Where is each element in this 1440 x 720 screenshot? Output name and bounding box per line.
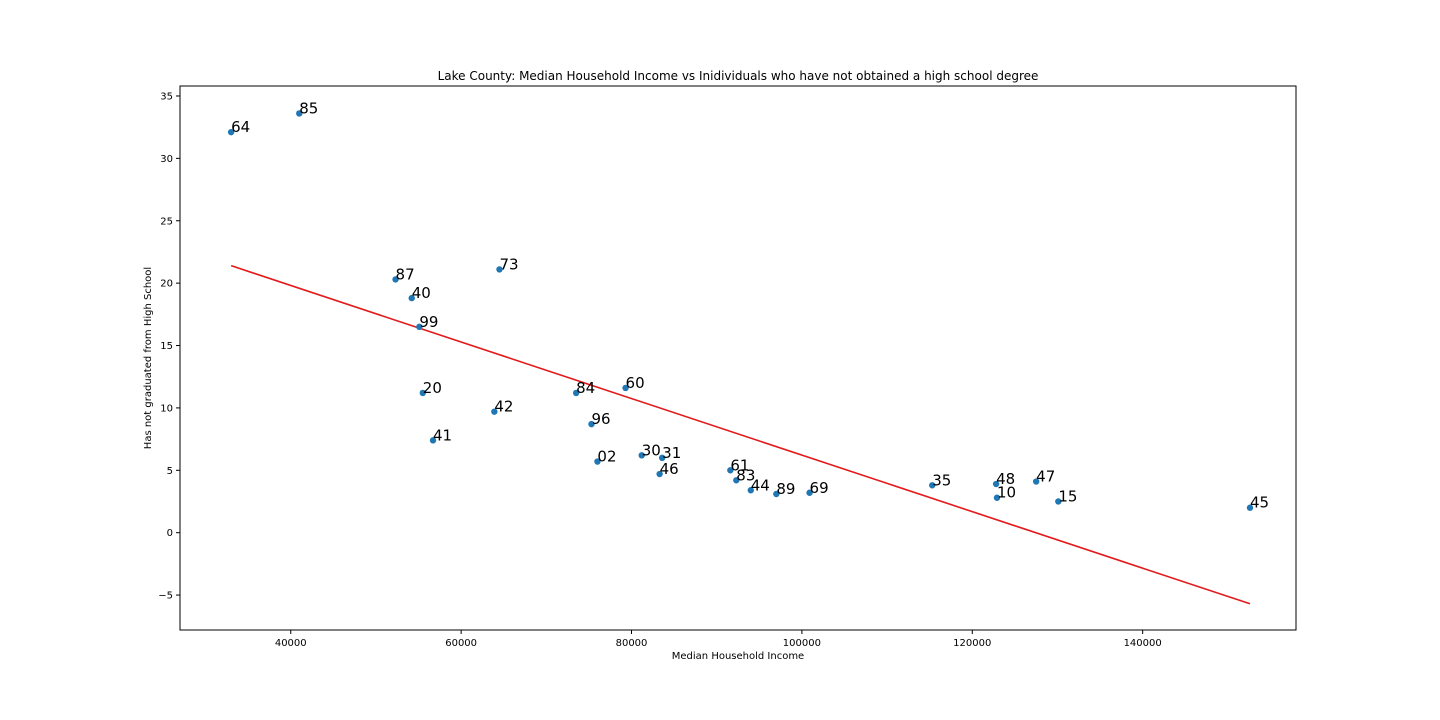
data-point (1032, 478, 1040, 485)
y-tick-label: 30 (160, 154, 173, 165)
data-point (496, 266, 503, 273)
data-point (622, 384, 629, 392)
point-label: 73 (499, 255, 518, 273)
x-axis-title: Median Household Income (672, 651, 804, 662)
x-tick-label: 100000 (783, 638, 821, 649)
point-label: 60 (626, 374, 645, 392)
data-point (929, 482, 936, 489)
point-label: 99 (419, 313, 438, 331)
regression-layer (230, 264, 1251, 605)
point-label: 96 (591, 410, 610, 428)
point-label: 15 (1058, 487, 1077, 505)
point-label: 87 (396, 265, 415, 283)
data-point (993, 494, 1001, 501)
regression-line (230, 264, 1251, 605)
y-tick-label: −5 (158, 591, 173, 602)
data-point (747, 487, 754, 494)
data-point (296, 110, 303, 117)
x-tick-label: 40000 (275, 638, 307, 649)
points-layer (227, 110, 1254, 511)
point-label: 61 (730, 456, 749, 474)
point-label: 42 (494, 398, 513, 416)
data-point (806, 489, 813, 496)
data-point (392, 276, 399, 283)
data-point (1055, 498, 1062, 505)
y-tick-label: 25 (160, 216, 173, 227)
y-tick-label: 15 (160, 341, 173, 352)
x-axis: 40000 60000 80000 100000 120000 140000 (275, 630, 1162, 649)
data-point (1246, 504, 1254, 511)
data-point (656, 470, 663, 478)
point-label: 46 (660, 460, 679, 478)
data-point (227, 128, 235, 136)
data-point (491, 408, 498, 415)
y-tick-label: 0 (167, 528, 173, 539)
point-label: 83 (736, 466, 755, 484)
plot-area (179, 85, 1297, 631)
point-label: 20 (423, 379, 442, 397)
data-point (727, 467, 734, 474)
y-tick-label: 10 (160, 403, 173, 414)
data-point (992, 480, 1000, 488)
point-label: 84 (576, 379, 595, 397)
x-tick-label: 60000 (445, 638, 477, 649)
point-label: 40 (412, 284, 431, 302)
x-tick-label: 140000 (1124, 638, 1162, 649)
data-point (416, 323, 423, 331)
point-label: 44 (751, 476, 770, 494)
point-label: 85 (299, 99, 318, 117)
point-label: 64 (231, 118, 250, 136)
point-label: 89 (776, 480, 795, 498)
point-label: 35 (932, 471, 951, 489)
y-tick-label: 20 (160, 279, 173, 290)
y-axis: −5 0 5 10 15 20 25 30 35 (158, 91, 180, 602)
data-point (733, 477, 740, 484)
y-tick-label: 5 (167, 466, 173, 477)
chart-title: Lake County: Median Household Income vs … (438, 69, 1039, 83)
y-axis-title: Has not graduated from High School (143, 267, 154, 449)
data-point (658, 454, 666, 462)
point-label: 48 (996, 470, 1015, 488)
point-label: 30 (642, 441, 661, 459)
data-point (572, 389, 580, 397)
data-point (419, 389, 426, 397)
data-point (408, 294, 415, 302)
data-point (588, 420, 595, 428)
point-label: 41 (433, 426, 452, 444)
data-point (773, 490, 780, 498)
x-tick-label: 80000 (616, 638, 648, 649)
y-tick-label: 35 (160, 91, 173, 102)
data-point (429, 437, 437, 444)
point-label: 45 (1250, 494, 1269, 512)
data-point (638, 452, 645, 459)
point-label: 10 (997, 484, 1016, 502)
data-point (594, 458, 601, 465)
point-label: 02 (597, 448, 616, 466)
point-label: 31 (662, 444, 681, 462)
point-label: 69 (810, 479, 829, 497)
x-tick-label: 120000 (953, 638, 991, 649)
point-label: 47 (1036, 468, 1055, 486)
